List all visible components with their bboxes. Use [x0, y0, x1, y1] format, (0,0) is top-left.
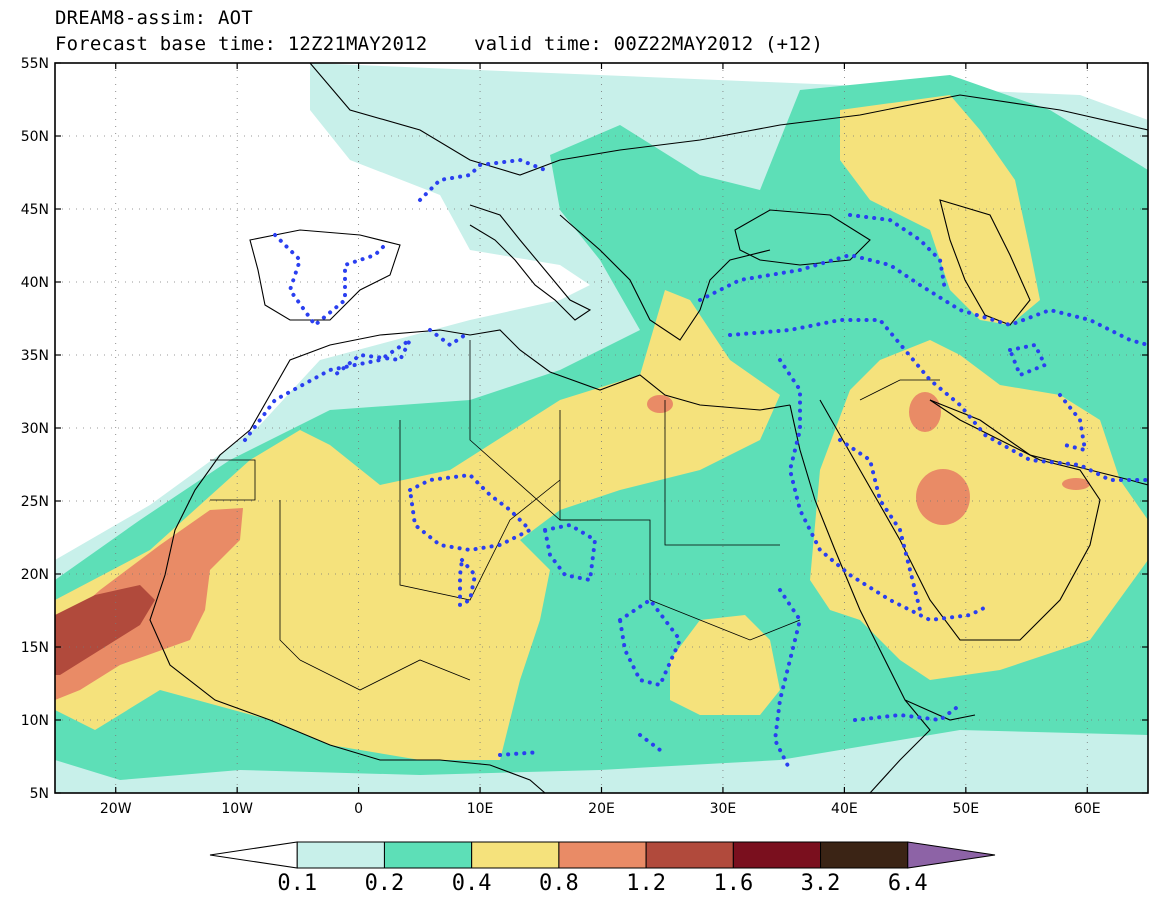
contour-line: [772, 588, 803, 772]
border: [279, 500, 301, 661]
country-borders: [210, 340, 940, 691]
aot-level-0.4-east: [810, 340, 1148, 680]
lon-label: 0: [354, 801, 363, 817]
valid-time-label: valid time: 00Z22MAY2012 (+12): [474, 33, 824, 55]
border: [299, 659, 471, 691]
north-africa-coast: [249, 329, 791, 431]
contour-line: [728, 318, 1148, 482]
arabia-coast: [819, 399, 1101, 641]
graticule: [55, 63, 1148, 793]
aot-level-0.8-libya: [647, 395, 673, 413]
colorbar-label: 1.2: [626, 871, 666, 896]
caspian-coast: [939, 199, 1031, 326]
colorbar-swatch: [732, 841, 822, 869]
aot-level-0.4-central: [670, 615, 780, 715]
colorbar-swatch: [558, 841, 647, 869]
red-sea-coast: [789, 404, 976, 721]
lat-label: 5N: [30, 786, 49, 802]
colorbar-label: 3.2: [801, 871, 841, 896]
lon-label: 10W: [221, 801, 253, 817]
lon-label: 20E: [588, 801, 615, 817]
colorbar-swatch: [645, 841, 734, 869]
colorbar-swatch: [471, 841, 560, 869]
lon-label: 10E: [467, 801, 494, 817]
aot-level-0.4-caspian: [840, 95, 1040, 325]
contour-line: [778, 358, 992, 623]
border: [210, 459, 256, 501]
contour-line: [1007, 342, 1048, 378]
aot-level-1.2: [55, 585, 155, 675]
lat-label: 25N: [21, 494, 49, 510]
contour-line: [838, 438, 922, 612]
east-africa-coast: [869, 699, 931, 793]
lat-label: 15N: [21, 640, 49, 656]
lon-label: 50E: [952, 801, 979, 817]
colorbar-label: 1.6: [713, 871, 753, 896]
contour-line: [853, 703, 962, 723]
iberia-coast: [249, 229, 401, 321]
lat-label: 55N: [21, 56, 49, 72]
border: [559, 410, 651, 600]
lat-label: 45N: [21, 202, 49, 218]
map-subtitle: Forecast base time: 12Z21MAY2012 valid t…: [55, 33, 823, 55]
lat-label: 10N: [21, 713, 49, 729]
lon-label: 30E: [710, 801, 737, 817]
colorbar-label: 6.4: [888, 871, 928, 896]
aot-level-0.8-iraq: [909, 392, 941, 432]
border: [859, 379, 940, 401]
colorbar-swatch: [296, 841, 385, 869]
contour-line: [498, 750, 542, 757]
west-africa-coast: [149, 429, 546, 793]
contour-line: [418, 157, 547, 202]
contour-line: [542, 522, 598, 583]
contour-line: [698, 252, 1148, 347]
map-axes: 55N 50N 45N 40N 35N 30N 25N 20N 15N 10N 5N 20W 10W 0 1…: [21, 56, 1148, 817]
lat-label: 35N: [21, 348, 49, 364]
contour-line: [848, 213, 947, 292]
colorbar-min-triangle: [209, 841, 298, 869]
colorbar-label: 0.8: [539, 871, 579, 896]
lat-label: 30N: [21, 421, 49, 437]
base-time-label: Forecast base time: 12Z21MAY2012: [55, 33, 428, 55]
colorbar-swatch: [383, 841, 473, 869]
contour-line: [428, 328, 467, 348]
aot-level-0.8-arabia: [916, 469, 970, 525]
colorbar-label: 0.4: [452, 871, 492, 896]
colorbar-max-triangle: [907, 841, 996, 869]
lon-label: 20W: [100, 801, 132, 817]
aot-level-0.8-gulf: [1062, 478, 1090, 490]
border: [399, 420, 561, 601]
contour-line: [407, 472, 534, 553]
colorbar-label: 0.2: [365, 871, 405, 896]
border: [664, 400, 780, 546]
colorbar: 0.1 0.2 0.4 0.8 1.2 1.6 3.2 6.4: [209, 841, 996, 896]
contour-line: [273, 233, 387, 328]
lat-label: 20N: [21, 567, 49, 583]
lat-label: 40N: [21, 275, 49, 291]
colorbar-label: 0.1: [277, 871, 317, 896]
lat-label: 50N: [21, 129, 49, 145]
aot-level-0.4-west: [55, 290, 780, 760]
dust-contours: [243, 157, 1148, 772]
colorbar-swatch: [820, 841, 909, 869]
contour-line: [458, 555, 478, 609]
contour-line: [1058, 393, 1088, 453]
lon-label: 60E: [1074, 801, 1101, 817]
lon-label: 40E: [831, 801, 858, 817]
balkans-coast: [559, 214, 771, 341]
black-sea-coast: [734, 209, 871, 266]
border: [649, 599, 801, 641]
italy-coast: [469, 204, 592, 321]
europe-north-coast: [309, 63, 1148, 176]
map-title: DREAM8-assim: AOT: [55, 7, 253, 29]
